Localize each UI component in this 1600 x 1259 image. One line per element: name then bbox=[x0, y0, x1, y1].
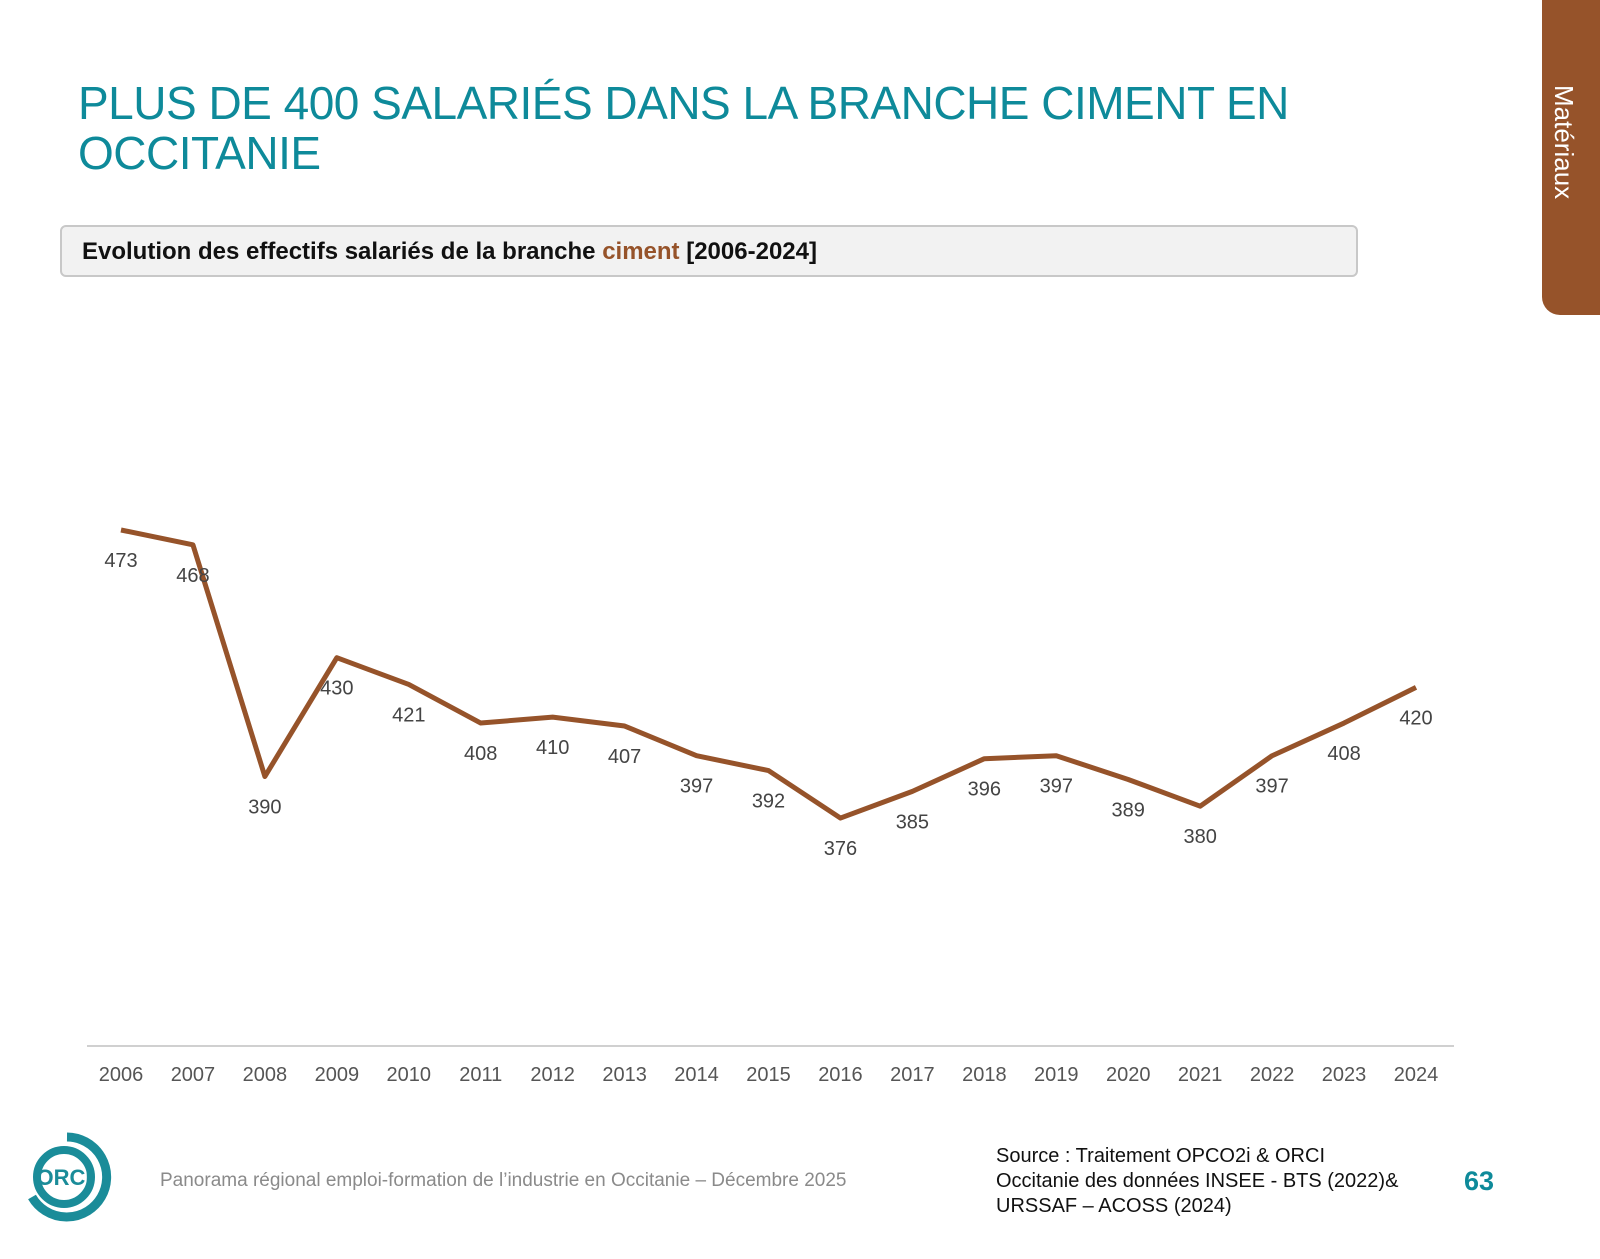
data-label: 407 bbox=[608, 746, 641, 768]
data-label: 385 bbox=[896, 811, 929, 833]
data-label: 389 bbox=[1112, 799, 1145, 821]
data-label: 410 bbox=[536, 737, 569, 759]
subtitle-suffix: [2006-2024] bbox=[679, 238, 817, 265]
x-tick-label: 2021 bbox=[1178, 1064, 1223, 1086]
footer-text: Panorama régional emploi-formation de l’… bbox=[160, 1170, 847, 1191]
x-tick-label: 2020 bbox=[1106, 1064, 1151, 1086]
x-tick-label: 2024 bbox=[1394, 1064, 1439, 1086]
data-label: 380 bbox=[1183, 826, 1216, 848]
x-tick-label: 2016 bbox=[818, 1064, 863, 1086]
series-line bbox=[120, 527, 1418, 821]
page-number: 63 bbox=[1464, 1166, 1495, 1196]
x-tick-label: 2014 bbox=[674, 1064, 719, 1086]
x-tick-label: 2018 bbox=[962, 1064, 1007, 1086]
source-note: Source : Traitement OPCO2i & ORCI Occita… bbox=[996, 1144, 1456, 1219]
data-label: 473 bbox=[104, 550, 137, 572]
data-label: 397 bbox=[1255, 776, 1288, 798]
x-tick-label: 2019 bbox=[1034, 1064, 1079, 1086]
source-line: Occitanie des données INSEE - BTS (2022)… bbox=[996, 1170, 1399, 1192]
source-line: URSSAF – ACOSS (2024) bbox=[996, 1195, 1232, 1217]
page-title: PLUS DE 400 SALARIÉS DANS LA BRANCHE CIM… bbox=[78, 77, 1289, 179]
section-tab: Matériaux bbox=[1542, 0, 1600, 315]
x-tick-label: 2006 bbox=[99, 1064, 144, 1086]
x-tick-label: 2011 bbox=[459, 1064, 502, 1086]
subtitle-highlight: ciment bbox=[602, 238, 680, 265]
data-label: 408 bbox=[464, 743, 497, 765]
data-label: 397 bbox=[1040, 776, 1073, 798]
x-tick-label: 2012 bbox=[530, 1064, 575, 1086]
data-label: 376 bbox=[824, 838, 857, 860]
data-label: 390 bbox=[248, 797, 281, 819]
svg-text:ORCI: ORCI bbox=[37, 1165, 92, 1190]
data-label: 408 bbox=[1327, 743, 1360, 765]
chart-subtitle-box: Evolution des effectifs salariés de la b… bbox=[60, 225, 1358, 277]
x-tick-label: 2022 bbox=[1250, 1064, 1295, 1086]
data-label: 396 bbox=[968, 779, 1001, 801]
orci-logo: ORCI bbox=[28, 1132, 112, 1222]
chart-subtitle: Evolution des effectifs salariés de la b… bbox=[82, 238, 817, 266]
data-label: 430 bbox=[320, 678, 353, 700]
x-tick-label: 2007 bbox=[171, 1064, 216, 1086]
x-tick-label: 2023 bbox=[1322, 1064, 1367, 1086]
data-label: 468 bbox=[176, 565, 209, 587]
subtitle-prefix: Evolution des effectifs salariés de la b… bbox=[82, 238, 603, 265]
x-tick-label: 2009 bbox=[315, 1064, 360, 1086]
data-label: 392 bbox=[752, 791, 785, 813]
section-tab-label: Matériaux bbox=[1549, 85, 1579, 200]
x-tick-label: 2010 bbox=[387, 1064, 432, 1086]
source-line: Source : Traitement OPCO2i & ORCI bbox=[996, 1145, 1325, 1167]
x-tick-label: 2008 bbox=[243, 1064, 288, 1086]
x-tick-label: 2015 bbox=[746, 1064, 791, 1086]
x-tick-label: 2013 bbox=[602, 1064, 647, 1086]
data-label: 421 bbox=[392, 704, 425, 726]
data-label: 397 bbox=[680, 776, 713, 798]
data-label: 420 bbox=[1399, 707, 1432, 729]
x-tick-label: 2017 bbox=[890, 1064, 935, 1086]
